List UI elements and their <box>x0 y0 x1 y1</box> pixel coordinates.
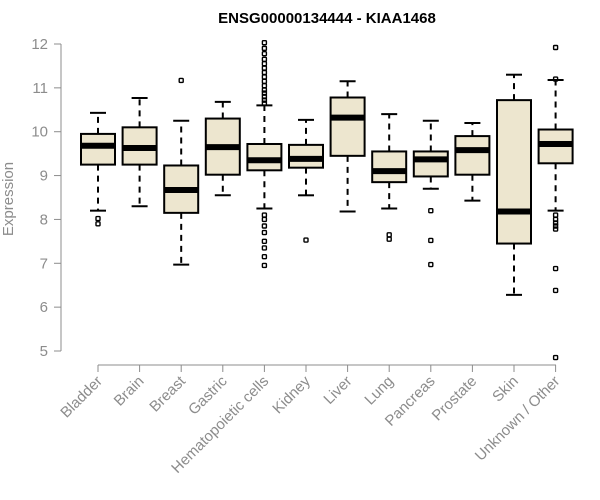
outlier-point <box>261 100 268 106</box>
iqr-box <box>371 150 408 184</box>
outlier-point <box>428 237 434 244</box>
outlier-point <box>386 236 392 242</box>
outlier-point <box>552 44 559 51</box>
outlier-point <box>552 287 559 294</box>
outlier-point <box>428 207 434 214</box>
outlier-point <box>261 78 268 84</box>
box-group <box>163 77 200 266</box>
x-tick-label: Lung <box>361 373 397 409</box>
outlier-point <box>386 232 392 238</box>
y-tick-label: 12 <box>31 36 48 53</box>
outlier-point <box>261 82 268 89</box>
outlier-point <box>261 216 268 223</box>
outlier-point <box>261 97 268 103</box>
outlier-point <box>261 61 268 67</box>
box-group <box>204 100 241 197</box>
box-group <box>371 113 408 242</box>
iqr-box <box>412 150 449 178</box>
outlier-point <box>261 223 268 229</box>
y-tick-label: 7 <box>40 255 48 272</box>
outlier-point <box>552 354 559 361</box>
iqr-box <box>246 142 283 172</box>
x-tick-label: Breast <box>146 372 189 415</box>
outlier-point <box>261 262 268 269</box>
outlier-point <box>552 265 559 272</box>
outlier-point <box>261 69 268 76</box>
x-tick-label: Bladder <box>57 373 106 422</box>
x-tick-label: Skin <box>489 373 522 406</box>
outlier-point <box>552 212 559 218</box>
outlier-point <box>261 74 268 80</box>
chart-title: ENSG00000134444 - KIAA1468 <box>218 10 436 27</box>
iqr-box <box>454 135 491 176</box>
outlier-point <box>261 45 268 52</box>
outlier-point <box>261 245 268 251</box>
box-group <box>412 119 449 268</box>
outlier-point <box>552 76 559 82</box>
box-group <box>80 111 116 227</box>
y-tick-label: 6 <box>40 299 48 316</box>
box-group <box>454 121 491 202</box>
outlier-point <box>552 226 559 232</box>
outlier-point <box>95 221 101 227</box>
outlier-point <box>261 56 268 63</box>
outlier-point <box>178 77 184 84</box>
outlier-point <box>428 261 434 268</box>
y-tick-label: 5 <box>40 343 48 360</box>
y-ticks: 5 6 7 8 9 10 11 12 <box>31 36 61 360</box>
y-tick-label: 8 <box>40 211 48 228</box>
boxes <box>80 39 574 361</box>
box-group <box>246 39 283 269</box>
outlier-point <box>261 87 268 93</box>
box-group <box>288 118 324 243</box>
x-tick-label: Liver <box>320 373 355 408</box>
iqr-box <box>329 96 366 157</box>
outlier-point <box>552 220 559 226</box>
outlier-point <box>261 254 268 260</box>
x-tick-label: Kidney <box>269 372 314 417</box>
x-tick-label: Prostate <box>429 373 481 425</box>
box-group <box>329 80 366 213</box>
x-tick-label: Brain <box>111 373 148 410</box>
outlier-point <box>261 238 268 245</box>
iqr-box <box>496 99 532 245</box>
y-tick-label: 10 <box>31 124 48 141</box>
outlier-point <box>95 215 101 222</box>
y-tick-label: 11 <box>32 80 48 97</box>
box-group <box>537 44 574 361</box>
iqr-box <box>80 132 116 166</box>
outlier-point <box>261 229 268 236</box>
outlier-point <box>261 50 268 57</box>
box-group <box>121 96 158 208</box>
outlier-point <box>552 223 559 229</box>
y-axis-label: Expression <box>0 162 17 236</box>
box-group <box>496 73 532 296</box>
outlier-point <box>303 237 309 243</box>
outlier-point <box>261 65 268 71</box>
outlier-point <box>261 212 268 218</box>
y-tick-label: 9 <box>40 168 48 185</box>
outlier-point <box>261 39 268 46</box>
